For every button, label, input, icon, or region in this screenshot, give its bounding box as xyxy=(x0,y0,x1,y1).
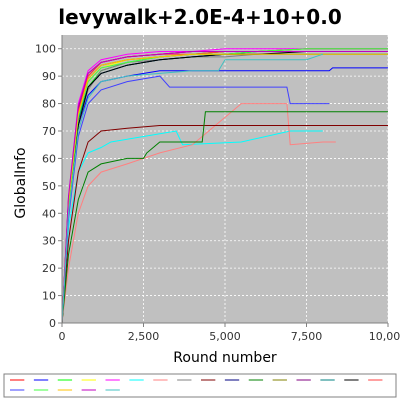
series-line-11 xyxy=(62,111,388,323)
y-tick-label: 60 xyxy=(42,152,56,165)
y-tick-label: 0 xyxy=(49,317,56,330)
x-tick-label: 2,500 xyxy=(128,330,160,343)
series-line-19 xyxy=(62,53,388,323)
series-line-7 xyxy=(62,103,336,323)
legend xyxy=(3,373,397,398)
x-axis-label: Round number xyxy=(173,350,277,366)
series-group xyxy=(62,48,388,323)
x-tick-label: 7,500 xyxy=(291,330,323,343)
y-tick-label: 100 xyxy=(35,43,56,56)
y-axis-label: GlobalInfo xyxy=(13,147,29,218)
y-tick-label: 20 xyxy=(42,262,56,275)
y-tick-label: 70 xyxy=(42,125,56,138)
series-line-9 xyxy=(62,125,388,323)
chart-title: levywalk+2.0E-4+10+0.0 xyxy=(58,5,341,29)
x-tick-label: 10,000 xyxy=(369,330,400,343)
series-line-21 xyxy=(62,53,323,323)
y-tick-label: 80 xyxy=(42,98,56,111)
series-line-17 xyxy=(62,75,330,323)
plot-area: 0 2,500 5,000 7,500 10,000 0 10 20 30 40 50 60 70 80 9… xyxy=(35,35,400,343)
y-tick-label: 30 xyxy=(42,235,56,248)
x-tick-label: 0 xyxy=(59,330,66,343)
y-tick-label: 90 xyxy=(42,70,56,83)
y-tick-label: 10 xyxy=(42,290,56,303)
series-line-20 xyxy=(62,51,388,323)
legend-box xyxy=(3,373,397,398)
y-tick-label: 50 xyxy=(42,180,56,193)
x-tick-label: 5,000 xyxy=(209,330,241,343)
y-tick-label: 40 xyxy=(42,207,56,220)
